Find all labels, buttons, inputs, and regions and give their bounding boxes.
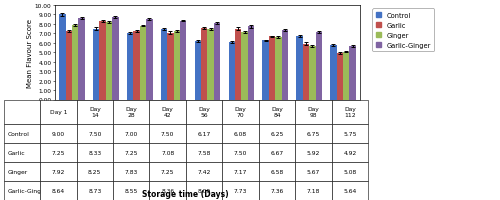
- Legend: Control, Garlic, Ginger, Garlic-Ginger: Control, Garlic, Ginger, Garlic-Ginger: [372, 9, 434, 52]
- Bar: [174, 32, 180, 100]
- Text: Storage time (Days): Storage time (Days): [142, 189, 229, 198]
- Bar: [160, 30, 167, 100]
- Bar: [316, 33, 322, 100]
- Bar: [112, 18, 118, 100]
- Bar: [350, 47, 356, 100]
- Bar: [180, 21, 186, 100]
- Bar: [78, 19, 85, 100]
- Bar: [134, 32, 140, 100]
- Bar: [343, 52, 349, 100]
- Bar: [282, 31, 288, 100]
- Y-axis label: Mean Flavour Score: Mean Flavour Score: [28, 19, 34, 87]
- Bar: [194, 42, 201, 100]
- Bar: [106, 22, 112, 100]
- Bar: [100, 22, 106, 100]
- Bar: [72, 26, 78, 100]
- Bar: [302, 44, 309, 100]
- Bar: [296, 37, 302, 100]
- Bar: [242, 33, 248, 100]
- Bar: [127, 34, 134, 100]
- Bar: [93, 30, 100, 100]
- Bar: [146, 20, 152, 100]
- Bar: [330, 46, 336, 100]
- Bar: [140, 26, 146, 100]
- Bar: [262, 41, 269, 100]
- Bar: [276, 38, 281, 100]
- Bar: [201, 29, 207, 100]
- Bar: [66, 32, 72, 100]
- Bar: [309, 47, 316, 100]
- Bar: [248, 27, 254, 100]
- Bar: [269, 37, 276, 100]
- Bar: [59, 15, 66, 100]
- Bar: [228, 43, 235, 100]
- Bar: [208, 30, 214, 100]
- Bar: [167, 33, 173, 100]
- Bar: [235, 30, 242, 100]
- Bar: [214, 24, 220, 100]
- Bar: [336, 54, 343, 100]
